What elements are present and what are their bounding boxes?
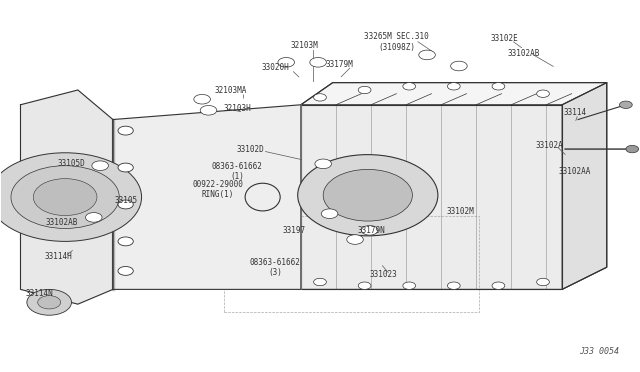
Circle shape xyxy=(362,225,378,235)
Circle shape xyxy=(492,282,505,289)
Circle shape xyxy=(358,86,371,94)
Circle shape xyxy=(323,169,412,221)
Text: 33102A: 33102A xyxy=(536,141,563,150)
Polygon shape xyxy=(113,105,301,289)
Text: 33102AB: 33102AB xyxy=(45,218,78,227)
Circle shape xyxy=(118,237,133,246)
Text: 00922-29000
RING(1): 00922-29000 RING(1) xyxy=(193,180,243,199)
Text: 33265M SEC.310
(31098Z): 33265M SEC.310 (31098Z) xyxy=(364,32,429,52)
Circle shape xyxy=(403,83,415,90)
Text: 33114: 33114 xyxy=(563,108,586,117)
Polygon shape xyxy=(301,83,607,105)
Circle shape xyxy=(278,58,294,67)
Text: 33102E: 33102E xyxy=(491,34,518,43)
Text: J33 0054: J33 0054 xyxy=(579,347,620,356)
Polygon shape xyxy=(301,105,562,289)
Circle shape xyxy=(200,106,217,115)
Text: 08363-61662
(1): 08363-61662 (1) xyxy=(212,161,262,181)
Circle shape xyxy=(194,94,211,104)
Text: 33102AA: 33102AA xyxy=(559,167,591,176)
Circle shape xyxy=(347,235,364,244)
Text: 33114N: 33114N xyxy=(26,289,54,298)
Circle shape xyxy=(118,200,133,209)
Circle shape xyxy=(0,153,141,241)
Circle shape xyxy=(118,266,133,275)
Circle shape xyxy=(11,166,119,228)
Circle shape xyxy=(298,155,438,236)
Circle shape xyxy=(86,212,102,222)
Circle shape xyxy=(447,83,460,90)
Circle shape xyxy=(315,159,332,169)
Text: 33179M: 33179M xyxy=(325,60,353,69)
Circle shape xyxy=(451,61,467,71)
Circle shape xyxy=(92,161,108,170)
Circle shape xyxy=(403,282,415,289)
Circle shape xyxy=(118,163,133,172)
Circle shape xyxy=(419,50,435,60)
Text: 33102D: 33102D xyxy=(236,145,264,154)
Text: 32103H: 32103H xyxy=(223,104,251,113)
Text: 32103M: 32103M xyxy=(290,41,318,50)
Text: 32103MA: 32103MA xyxy=(214,86,247,94)
Text: 33197: 33197 xyxy=(283,226,306,235)
Circle shape xyxy=(27,289,72,315)
Text: 33179N: 33179N xyxy=(357,226,385,235)
Circle shape xyxy=(537,90,549,97)
Circle shape xyxy=(447,282,460,289)
Text: 33020H: 33020H xyxy=(262,63,289,72)
Circle shape xyxy=(537,278,549,286)
Circle shape xyxy=(620,101,632,109)
Text: 33102M: 33102M xyxy=(446,207,474,217)
Text: 33105D: 33105D xyxy=(58,159,85,169)
Circle shape xyxy=(358,282,371,289)
Polygon shape xyxy=(562,83,607,289)
Circle shape xyxy=(321,209,338,218)
Circle shape xyxy=(314,94,326,101)
Circle shape xyxy=(38,296,61,309)
Circle shape xyxy=(33,179,97,215)
Text: 08363-61662
(3): 08363-61662 (3) xyxy=(250,257,301,277)
Text: 33114H: 33114H xyxy=(45,251,72,261)
Circle shape xyxy=(314,278,326,286)
Circle shape xyxy=(118,126,133,135)
Text: 33105: 33105 xyxy=(114,196,137,205)
Circle shape xyxy=(626,145,639,153)
Text: 33102AB: 33102AB xyxy=(508,49,540,58)
Text: 331023: 331023 xyxy=(370,270,397,279)
Circle shape xyxy=(492,83,505,90)
Polygon shape xyxy=(20,90,113,304)
Circle shape xyxy=(310,58,326,67)
